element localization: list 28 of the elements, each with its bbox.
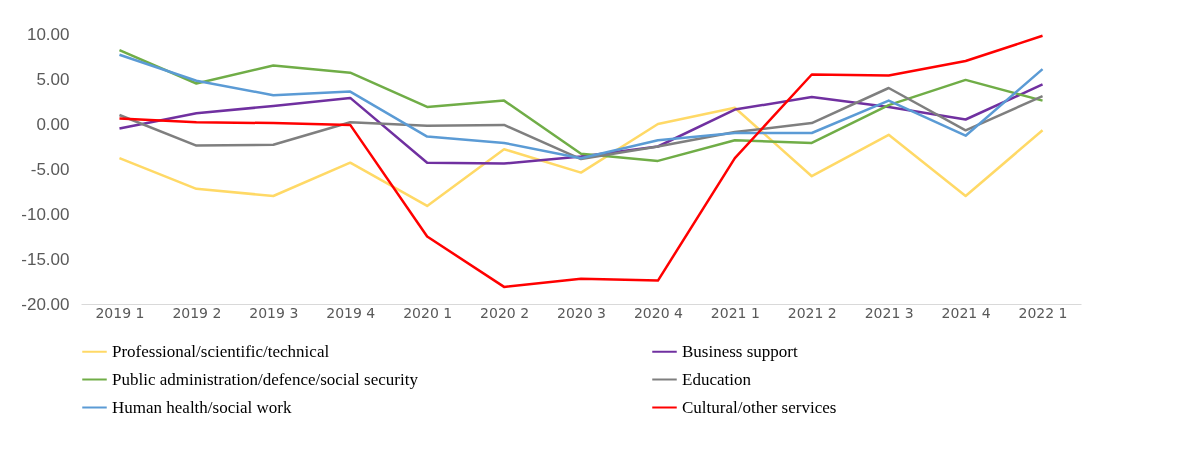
- x-tick-label: 2021 1: [710, 304, 760, 321]
- line-series: [118, 106, 1044, 208]
- x-tick-label: 2019 4: [326, 304, 376, 321]
- y-tick-label: -10.00: [21, 204, 70, 224]
- x-tick-label: 2022 1: [1018, 304, 1068, 321]
- x-tick-label: 2021 3: [864, 304, 914, 321]
- legend-label: Public administration/defence/social security: [112, 369, 419, 389]
- x-tick-label: 2020 3: [557, 304, 606, 321]
- legend-label: Professional/scientific/technical: [112, 341, 330, 361]
- x-tick-label: 2019 3: [249, 304, 299, 321]
- x-tick-label: 2019 1: [95, 304, 145, 321]
- x-tick-label: 2021 2: [787, 304, 837, 321]
- x-tick-label: 2020 4: [633, 304, 683, 321]
- legend-label: Cultural/other services: [682, 397, 837, 417]
- y-tick-label: 0.00: [36, 114, 70, 134]
- legend-label: Business support: [682, 341, 798, 361]
- legend-label: Human health/social work: [112, 397, 292, 417]
- y-tick-label: -15.00: [21, 249, 70, 269]
- y-tick-label: -5.00: [30, 159, 70, 179]
- legend-label: Education: [682, 369, 752, 389]
- y-tick-label: 10.00: [26, 24, 70, 44]
- x-tick-label: 2020 2: [480, 304, 530, 321]
- x-tick-label: 2019 2: [172, 304, 222, 321]
- y-tick-label: 5.00: [36, 69, 70, 89]
- x-tick-label: 2021 4: [941, 304, 991, 321]
- line-series: [118, 34, 1044, 289]
- x-tick-label: 2020 1: [403, 304, 453, 321]
- y-tick-label: -20.00: [21, 294, 70, 314]
